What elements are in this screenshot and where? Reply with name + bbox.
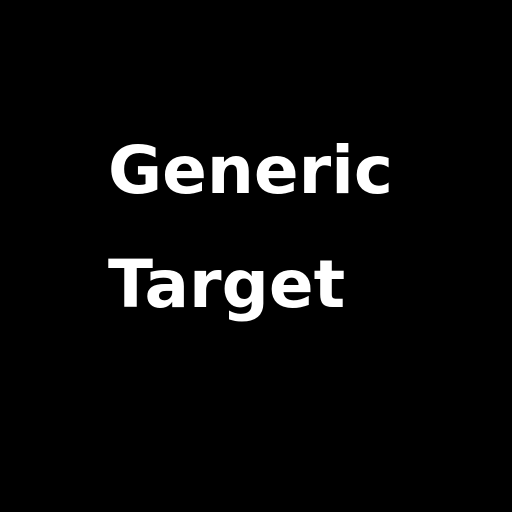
text-line-generic: Generic [108, 132, 393, 209]
text-line-target: Target [108, 246, 346, 323]
